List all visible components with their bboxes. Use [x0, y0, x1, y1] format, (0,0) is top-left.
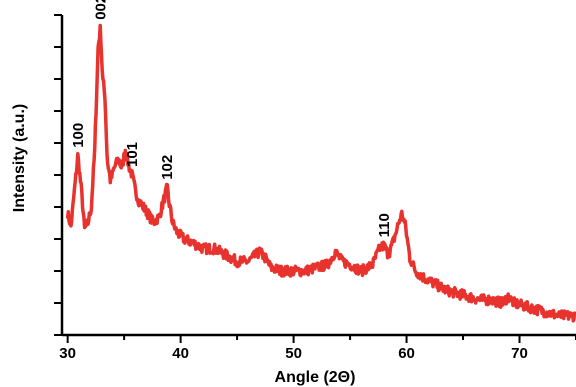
series-line: [65, 23, 576, 323]
y-axis-label: Intensity (a.u.): [11, 104, 28, 212]
peak-label: 002: [92, 0, 109, 20]
x-tick-label: 40: [172, 345, 189, 362]
peak-label: 101: [124, 142, 141, 167]
x-tick-label: 70: [511, 345, 528, 362]
x-tick-label: 30: [59, 345, 76, 362]
y-ticks: [54, 14, 62, 336]
x-tick-label: 60: [398, 345, 415, 362]
x-ticks: 30 40 50 60 70: [59, 335, 576, 362]
peak-label: 100: [70, 123, 87, 148]
x-tick-label: 50: [285, 345, 302, 362]
peak-labels: 100 002 101 102 110: [70, 0, 393, 237]
x-axis-label: Angle (2Θ): [275, 369, 356, 386]
peak-label: 110: [376, 213, 393, 237]
peak-label: 102: [159, 155, 176, 180]
axes: [60, 15, 576, 337]
